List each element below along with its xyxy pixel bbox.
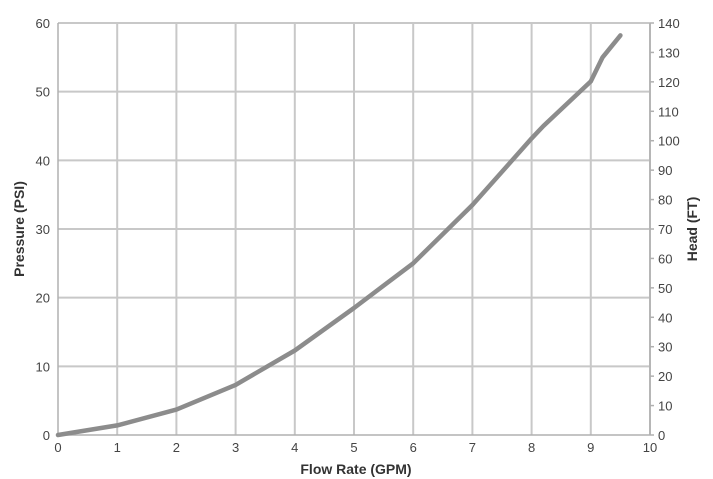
y2-tick-label: 50 bbox=[658, 281, 672, 296]
x-tick-label: 4 bbox=[291, 440, 298, 455]
x-tick-label: 1 bbox=[114, 440, 121, 455]
y-tick-label: 20 bbox=[36, 291, 50, 306]
y2-tick-label: 40 bbox=[658, 310, 672, 325]
y-axis-title: Pressure (PSI) bbox=[11, 181, 27, 277]
axis-layer bbox=[57, 22, 654, 436]
y-tick-label: 40 bbox=[36, 153, 50, 168]
y2-tick-label: 30 bbox=[658, 340, 672, 355]
x-tick-label: 5 bbox=[350, 440, 357, 455]
y-tick-label: 30 bbox=[36, 222, 50, 237]
y2-tick-label: 80 bbox=[658, 193, 672, 208]
x-axis-title: Flow Rate (GPM) bbox=[300, 461, 411, 477]
y2-axis-title: Head (FT) bbox=[684, 197, 700, 262]
y2-tick-label: 10 bbox=[658, 399, 672, 414]
x-tick-label: 2 bbox=[173, 440, 180, 455]
x-tick-label: 10 bbox=[643, 440, 657, 455]
x-tick-label: 7 bbox=[469, 440, 476, 455]
y-tick-label: 0 bbox=[43, 428, 50, 443]
y2-tick-label: 110 bbox=[658, 104, 679, 119]
x-tick-label: 3 bbox=[232, 440, 239, 455]
x-tick-label: 8 bbox=[528, 440, 535, 455]
grid-layer bbox=[58, 22, 651, 435]
x-tick-label: 6 bbox=[410, 440, 417, 455]
x-tick-label: 9 bbox=[587, 440, 594, 455]
pressure-curve bbox=[55, 33, 623, 438]
y2-tick-label: 120 bbox=[658, 75, 680, 90]
y2-tick-label: 70 bbox=[658, 222, 672, 237]
y-tick-label: 60 bbox=[36, 16, 50, 31]
y-tick-label: 10 bbox=[36, 359, 50, 374]
label-layer: 0 1 2 3 4 5 6 7 8 9 100102030405060010203040506070… bbox=[36, 16, 680, 455]
series-layer bbox=[55, 33, 623, 438]
y-tick-label: 50 bbox=[36, 85, 50, 100]
y2-tick-label: 20 bbox=[658, 369, 672, 384]
y2-tick-label: 90 bbox=[658, 163, 672, 178]
y2-tick-label: 140 bbox=[658, 16, 680, 31]
y2-tick-label: 130 bbox=[658, 45, 680, 60]
x-tick-label: 0 bbox=[54, 440, 61, 455]
y2-tick-label: 100 bbox=[658, 134, 680, 149]
y2-tick-label: 60 bbox=[658, 251, 672, 266]
y2-tick-label: 0 bbox=[658, 428, 665, 443]
